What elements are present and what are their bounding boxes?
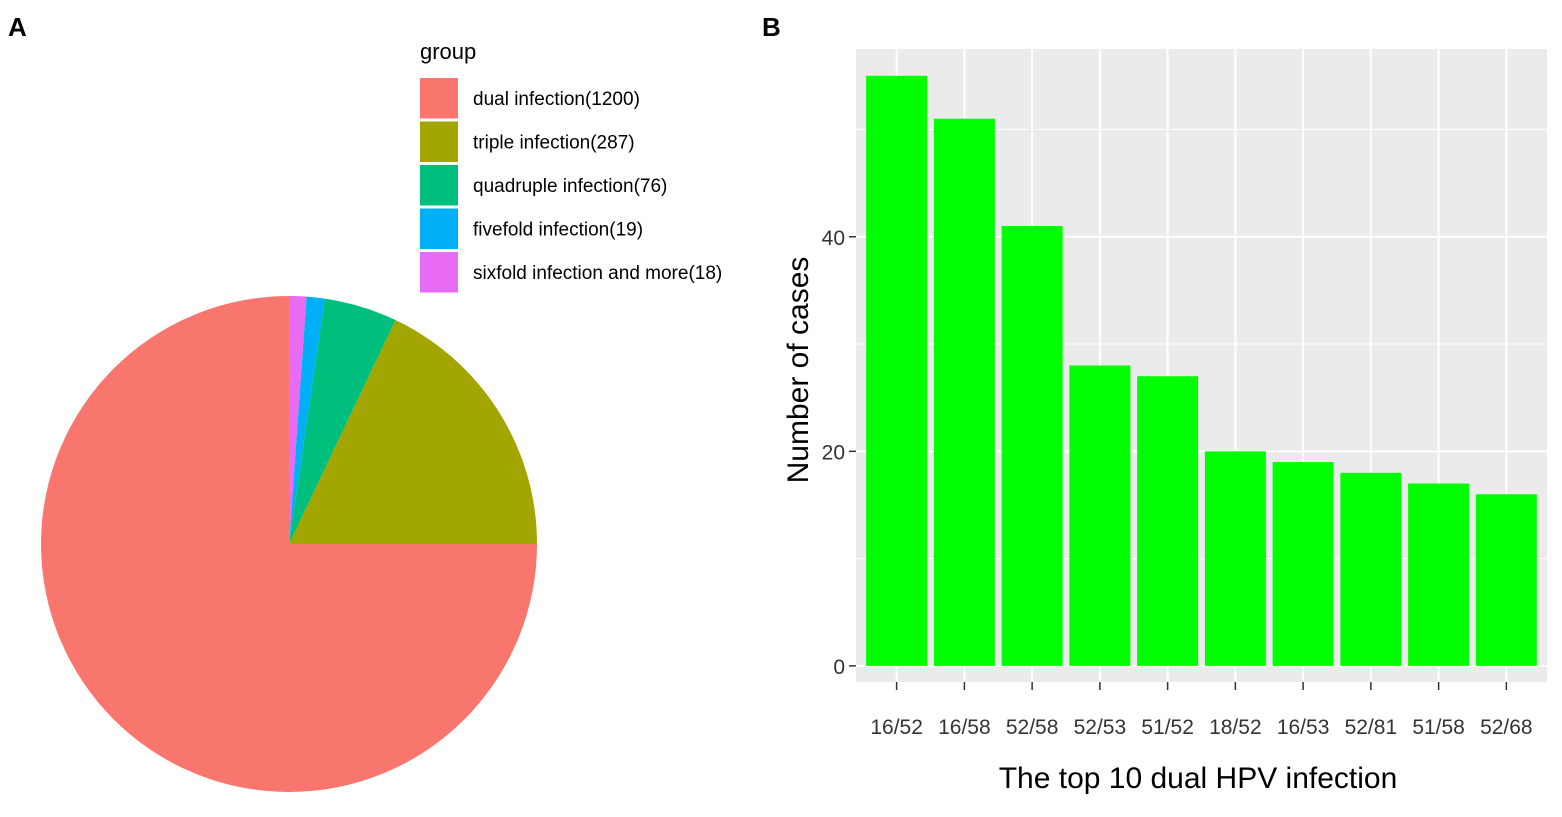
panel-label-a: A: [8, 12, 27, 42]
y-tick-label: 40: [822, 227, 845, 250]
pie-slice-2: [289, 298, 396, 544]
pie-slice-4: [289, 296, 307, 544]
y-tick-label: 0: [833, 656, 845, 679]
pie-chart: [41, 296, 537, 792]
x-tick-label: 52/58: [1006, 716, 1059, 739]
x-tick-label: 51/58: [1412, 716, 1465, 739]
bar-52-81: [1340, 472, 1402, 666]
legend-key-1: [420, 121, 458, 162]
bar-16-52: [866, 75, 928, 666]
legend-label-0: dual infection(1200): [473, 89, 640, 110]
bar-chart: 0 20 40 16/52 16/58 52/58 52/53 51/52 18/52 16/53…: [822, 49, 1547, 739]
legend-key-2: [420, 165, 458, 206]
x-tick-label: 52/81: [1345, 716, 1398, 739]
panel-label-b: B: [762, 12, 781, 42]
bar-52-53: [1069, 365, 1131, 666]
x-tick-label: 16/53: [1277, 716, 1330, 739]
x-axis-title: The top 10 dual HPV infection: [999, 762, 1398, 795]
y-axis-title: Number of cases: [782, 257, 815, 484]
pie-slice-3: [289, 296, 325, 544]
bar-16-58: [933, 118, 995, 666]
x-tick-label: 52/68: [1480, 716, 1533, 739]
x-tick-label: 16/58: [938, 716, 991, 739]
pie-legend: group dual infection(1200) triple infecti…: [420, 39, 722, 293]
legend-key-3: [420, 208, 458, 249]
pie-slice-1: [289, 320, 537, 544]
legend-label-3: fivefold infection(19): [473, 220, 643, 241]
legend-label-4: sixfold infection and more(18): [473, 263, 722, 284]
y-tick-label: 20: [822, 441, 845, 464]
x-tick-label: 16/52: [870, 716, 923, 739]
x-tick-label: 52/53: [1074, 716, 1127, 739]
legend-label-1: triple infection(287): [473, 133, 635, 154]
legend-title: group: [420, 39, 476, 64]
bar-51-58: [1408, 483, 1470, 666]
bar-51-52: [1137, 376, 1199, 666]
legend-key-0: [420, 78, 458, 119]
x-tick-label: 51/52: [1141, 716, 1194, 739]
bar-16-53: [1272, 462, 1334, 666]
bar-18-52: [1204, 451, 1266, 666]
bar-52-68: [1475, 494, 1537, 666]
x-tick-label: 18/52: [1209, 716, 1262, 739]
bar-52-58: [1001, 226, 1063, 666]
legend-label-2: quadruple infection(76): [473, 176, 667, 197]
legend-key-4: [420, 252, 458, 293]
